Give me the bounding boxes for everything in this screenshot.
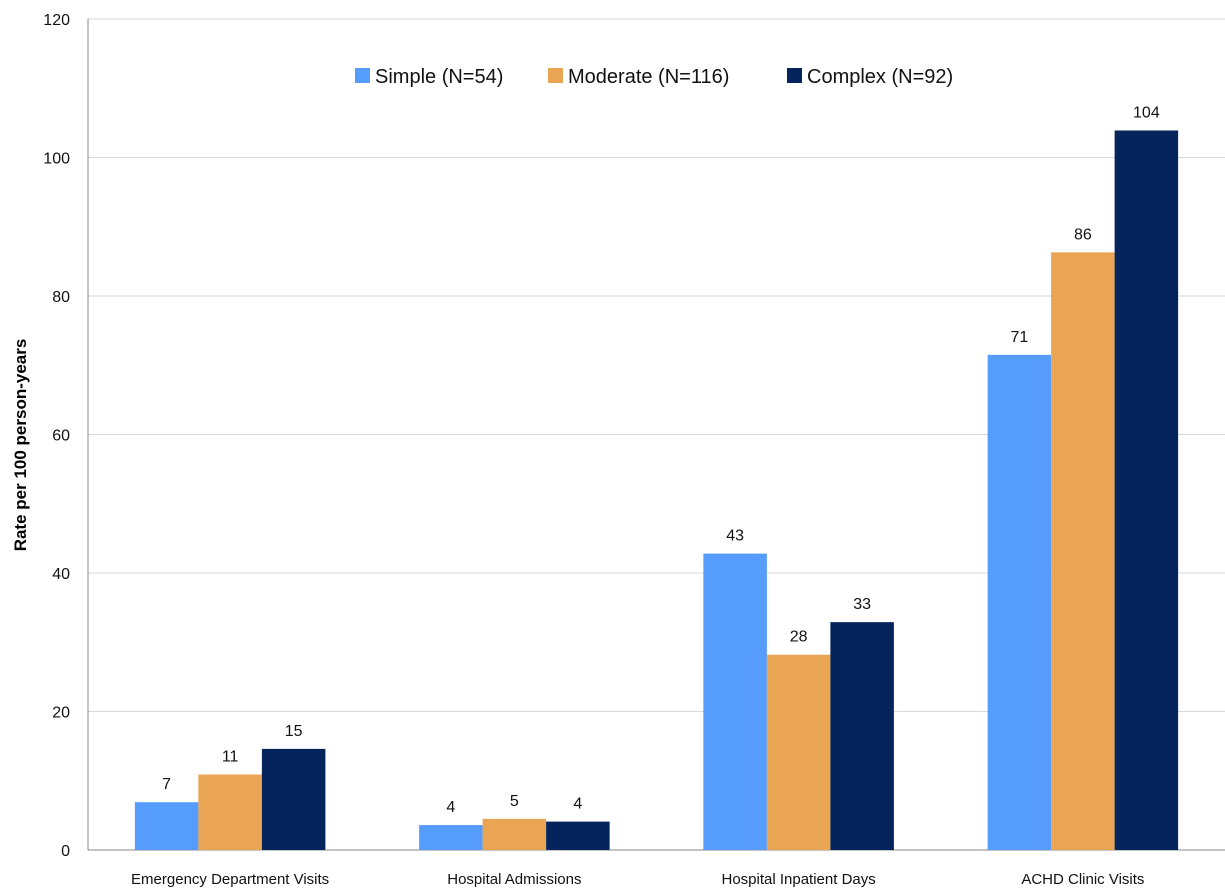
bar [1114, 130, 1179, 850]
legend-swatch [355, 68, 370, 83]
bar-value-label: 33 [853, 596, 871, 613]
bar [766, 654, 831, 850]
data-labels: 7 11 15 4 5 4 43 28 33 71 86 104 [162, 104, 1160, 816]
y-tick-label: 60 [52, 428, 70, 445]
y-tick-label: 80 [52, 289, 70, 306]
y-tick-label: 100 [43, 151, 70, 168]
bar [546, 821, 610, 850]
bar [419, 825, 483, 850]
bar [703, 553, 767, 850]
y-tick-label: 40 [52, 566, 70, 583]
legend: Simple (N=54) Moderate (N=116) Complex (N=… [355, 66, 953, 88]
bar-value-label: 5 [510, 793, 519, 810]
bar [134, 802, 199, 850]
bar-value-label: 11 [222, 749, 239, 766]
x-tick-label: Hospital Admissions [447, 871, 581, 888]
legend-swatch [548, 68, 563, 83]
legend-label: Moderate (N=116) [568, 66, 729, 88]
x-tick-label: Hospital Inpatient Days [722, 871, 876, 888]
bar [1051, 252, 1115, 850]
y-tick-label: 0 [61, 843, 70, 860]
bar-value-label: 7 [162, 776, 171, 793]
bar-value-label: 71 [1010, 329, 1028, 346]
y-axis-label: Rate per 100 person-years [11, 339, 30, 552]
bar [198, 774, 262, 850]
y-tick-label: 120 [43, 12, 70, 29]
bar-value-label: 28 [790, 629, 808, 646]
bar-value-label: 43 [726, 528, 744, 545]
legend-swatch [787, 68, 802, 83]
bar [482, 818, 547, 850]
legend-label: Simple (N=54) [375, 66, 503, 88]
bar-value-label: 4 [573, 796, 582, 813]
bar-value-label: 4 [446, 799, 455, 816]
x-tick-label: Emergency Department Visits [131, 871, 329, 888]
bar-value-label: 104 [1133, 104, 1160, 121]
bar [830, 622, 894, 850]
bar [987, 354, 1052, 850]
bars [134, 130, 1179, 850]
y-tick-label: 20 [52, 705, 70, 722]
bar-value-label: 86 [1074, 226, 1092, 243]
bar-value-label: 15 [285, 723, 303, 740]
x-tick-label: ACHD Clinic Visits [1021, 871, 1144, 888]
legend-label: Complex (N=92) [807, 66, 953, 88]
bar [261, 748, 326, 850]
